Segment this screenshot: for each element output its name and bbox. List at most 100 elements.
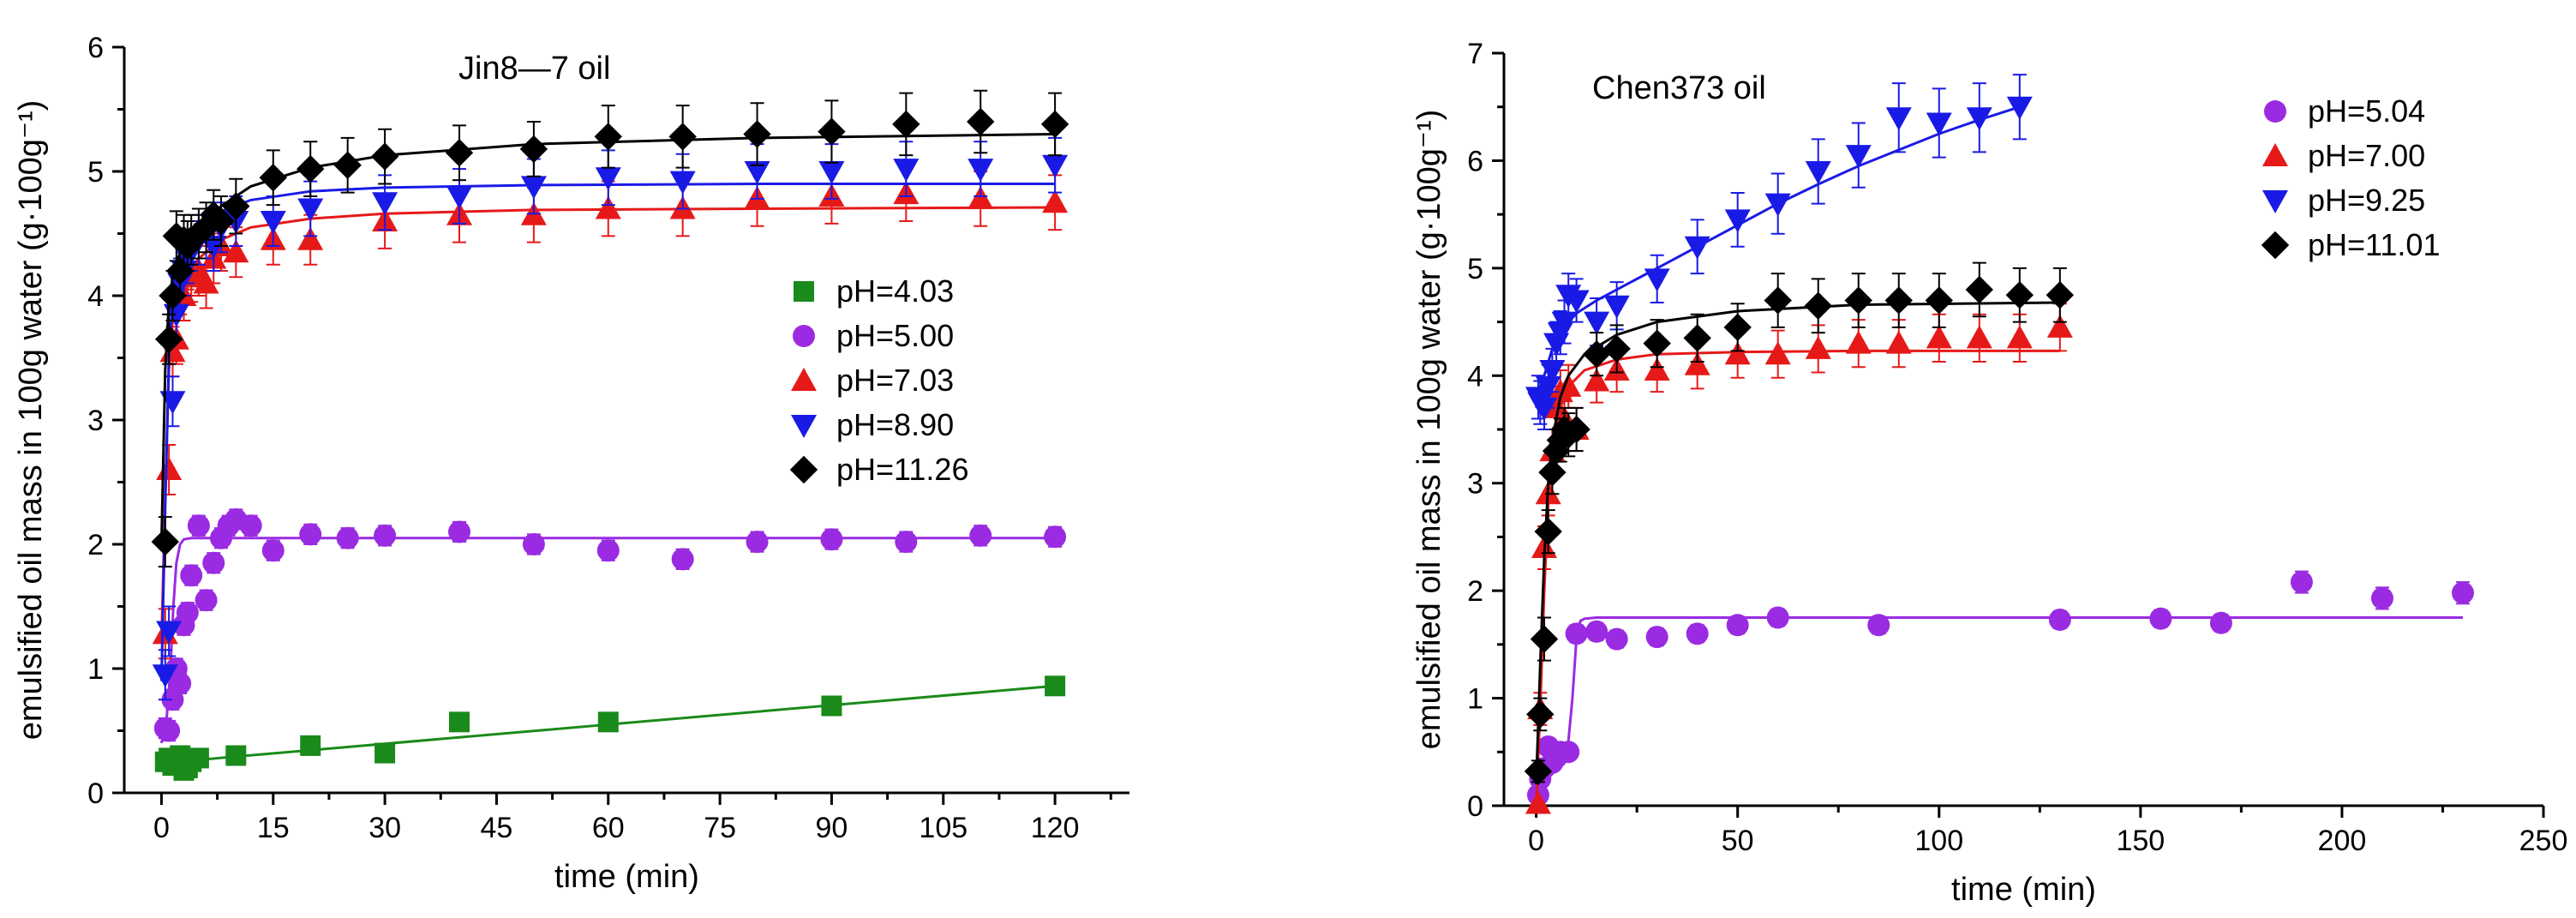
data-point (522, 533, 545, 555)
data-point (1926, 112, 1952, 136)
data-point (1526, 700, 1555, 729)
data-point (446, 186, 472, 209)
data-point (595, 195, 621, 219)
data-point (1585, 620, 1609, 643)
data-point (1845, 145, 1872, 169)
x-tick-label: 200 (2318, 825, 2367, 857)
data-point (1684, 351, 1710, 375)
y-axis-title: emulsified oil mass in 100g water (g·100… (1411, 110, 1447, 750)
data-point (1643, 329, 1671, 357)
data-point (1582, 340, 1611, 369)
data-point (300, 735, 321, 756)
data-point (1926, 325, 1952, 349)
data-point (1563, 290, 1590, 314)
data-point (1551, 311, 1578, 335)
chart-title: Chen373 oil (1592, 70, 1766, 106)
data-point (156, 457, 183, 480)
legend-marker (791, 415, 817, 438)
x-tick-label: 150 (2116, 825, 2165, 857)
data-point (1966, 107, 1992, 131)
data-point (299, 523, 322, 546)
data-point (1603, 295, 1630, 319)
data-point (1764, 193, 1791, 217)
legend-marker (789, 455, 818, 484)
data-point (967, 185, 994, 209)
data-point (671, 548, 694, 571)
legend-label: pH=4.03 (836, 273, 954, 309)
data-point (1584, 311, 1610, 335)
y-tick-label: 6 (1467, 145, 1483, 177)
legend-label: pH=7.00 (2308, 138, 2425, 173)
data-point (333, 151, 362, 179)
data-point (372, 192, 398, 216)
data-point (2006, 325, 2033, 349)
x-tick-label: 75 (704, 812, 736, 844)
y-axis-title: emulsified oil mass in 100g water (g·100… (13, 100, 49, 741)
data-point (202, 551, 225, 574)
legend-marker (2262, 143, 2288, 166)
data-point (188, 747, 209, 769)
data-point (1044, 525, 1067, 549)
data-point (2290, 571, 2313, 594)
x-axis-title: time (min) (1951, 872, 2096, 908)
data-point (1524, 757, 1553, 786)
data-point (818, 117, 846, 146)
data-point (2046, 314, 2073, 338)
data-point (297, 154, 325, 183)
data-point (1040, 110, 1069, 139)
data-point (370, 142, 399, 171)
data-point (1603, 334, 1631, 363)
y-tick-label: 2 (1467, 575, 1483, 608)
data-point (669, 171, 696, 195)
legend-label: pH=9.25 (2308, 183, 2425, 218)
y-tick-label: 2 (87, 529, 104, 561)
x-tick-label: 15 (257, 812, 290, 844)
data-point (1562, 415, 1591, 444)
data-point (2005, 281, 2034, 309)
data-point (1867, 614, 1890, 637)
data-point (1534, 517, 1562, 546)
series-pH=4.03 (154, 675, 1066, 781)
y-tick-label: 6 (87, 32, 104, 64)
data-point (1925, 286, 1953, 315)
data-point (159, 391, 186, 415)
data-point (1535, 375, 1561, 399)
data-point (176, 601, 199, 624)
y-tick-label: 3 (87, 405, 104, 437)
legend-marker (2262, 190, 2288, 213)
series-pH=5.00 (153, 508, 1067, 744)
y-tick-label: 5 (87, 156, 104, 189)
data-point (374, 524, 397, 547)
data-point (967, 107, 995, 136)
x-tick-label: 120 (1031, 812, 1080, 844)
data-point (1884, 286, 1913, 315)
data-point (1724, 341, 1751, 365)
data-point (1766, 606, 1789, 629)
data-point (195, 589, 218, 612)
y-tick-label: 0 (1467, 790, 1483, 823)
data-point (743, 120, 771, 148)
data-point (1845, 330, 1872, 354)
data-point (187, 514, 210, 537)
series-pH=9.25 (1525, 74, 2033, 430)
data-point (448, 520, 470, 543)
data-point (1723, 313, 1752, 342)
x-tick-label: 0 (1528, 825, 1544, 857)
legend-marker (794, 281, 814, 302)
y-tick-label: 4 (87, 280, 104, 313)
legend-label: pH=7.03 (836, 363, 954, 398)
data-point (519, 135, 548, 164)
x-tick-label: 30 (368, 812, 401, 844)
data-point (151, 527, 179, 556)
legend-label: pH=5.04 (2308, 93, 2425, 129)
data-point (1965, 275, 1993, 304)
data-point (821, 695, 842, 717)
data-point (1042, 189, 1069, 213)
data-point (297, 226, 324, 250)
data-point (969, 524, 992, 547)
data-point (2451, 581, 2474, 604)
data-point (1885, 107, 1912, 131)
data-point (1045, 675, 1066, 697)
